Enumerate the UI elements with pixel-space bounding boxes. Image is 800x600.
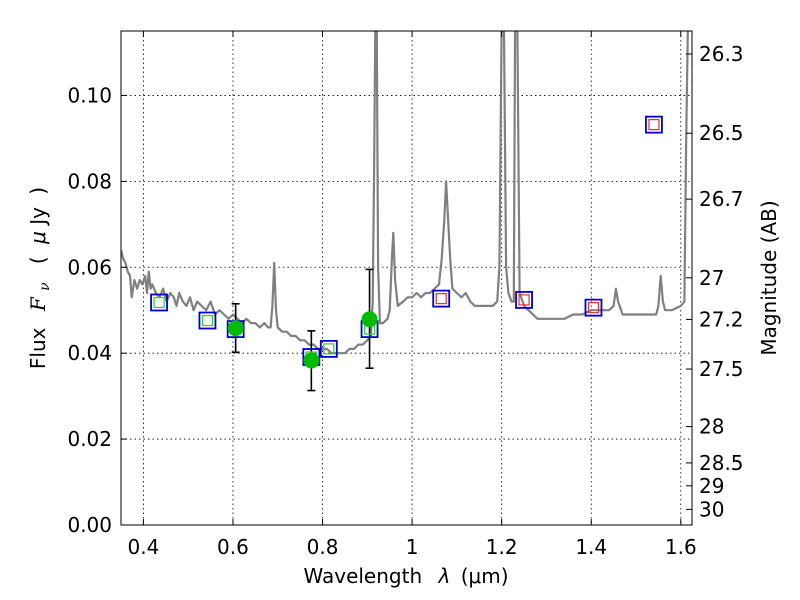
nir-filter-square xyxy=(435,293,447,305)
x-tick-label: 1.4 xyxy=(575,535,607,559)
nir-filter-square xyxy=(648,119,660,131)
x-tick-label: 0.6 xyxy=(217,535,249,559)
magnitude-tick-label: 28.5 xyxy=(699,451,744,475)
y-axis-label-unit: Jy xyxy=(26,207,50,227)
sed-model-line xyxy=(121,31,689,355)
y-axis-label-symbol: F xyxy=(26,296,50,312)
magnitude-tick-label: 26.3 xyxy=(699,42,744,66)
observed-flux-point xyxy=(361,311,378,328)
nir-filter-square xyxy=(518,294,530,306)
optical-filter-square xyxy=(201,314,214,327)
x-tick-label: 0.4 xyxy=(127,535,159,559)
magnitude-tick-label: 28 xyxy=(699,415,724,439)
y-axis-label-close: ) xyxy=(26,187,50,195)
y-tick-label: 0.10 xyxy=(67,83,112,107)
x-axis-label-text: Wavelength xyxy=(303,564,422,588)
observed-flux-point xyxy=(303,352,320,369)
y-axis-label-subscript: ν xyxy=(37,282,53,291)
nir-filter-square xyxy=(587,302,600,314)
optical-filter-square xyxy=(323,343,335,355)
x-tick-label: 1.2 xyxy=(486,535,518,559)
optical-filter-square xyxy=(153,296,165,309)
y-tick-label: 0.04 xyxy=(67,341,112,365)
model-photometry-square xyxy=(515,291,533,309)
y-axis-label: Flux F ν ( μ Jy ) xyxy=(26,187,54,369)
x-axis-label: Wavelength λ (μm) xyxy=(303,564,508,588)
model-photometry-square xyxy=(319,339,338,358)
x-tick-label: 0.8 xyxy=(307,535,339,559)
x-tick-label: 1 xyxy=(406,535,419,559)
y-tick-label: 0.08 xyxy=(67,169,112,193)
magnitude-tick-label: 27 xyxy=(699,266,724,290)
y-tick-label: 0.02 xyxy=(67,427,112,451)
plot-background xyxy=(121,31,692,525)
model-photometry-square xyxy=(150,293,168,312)
model-photometry-square xyxy=(432,289,451,308)
magnitude-tick-label: 27.5 xyxy=(699,357,744,381)
x-axis-label-lambda: λ xyxy=(438,564,451,588)
observed-flux-point xyxy=(227,320,244,337)
model-photometry-square xyxy=(645,115,663,134)
magnitude-tick-label: 29 xyxy=(699,474,724,498)
magnitude-axis-label: Magnitude (AB) xyxy=(757,200,781,355)
y-axis-label-mu: μ xyxy=(26,231,50,245)
x-axis-label-unit: (μm) xyxy=(461,564,509,588)
y-axis-label-text: Flux xyxy=(26,327,50,369)
model-photometry-square xyxy=(198,311,217,330)
y-axis-ticks: 0.00 0.02 0.04 0.06 0.08 0.10 xyxy=(67,83,127,537)
magnitude-tick-label: 26.7 xyxy=(699,187,744,211)
y-axis-label-open: ( xyxy=(26,256,50,264)
magnitude-tick-label: 27.2 xyxy=(699,307,744,331)
markers xyxy=(150,115,663,369)
model-photometry-square xyxy=(584,298,603,317)
magnitude-tick-label: 30 xyxy=(699,497,724,521)
x-tick-label: 1.6 xyxy=(665,535,697,559)
y-tick-label: 0.00 xyxy=(67,513,112,537)
y-tick-label: 0.06 xyxy=(67,255,112,279)
magnitude-tick-label: 26.5 xyxy=(699,121,744,145)
grid-lines xyxy=(121,31,692,525)
x-axis-ticks: 0.4 0.6 0.8 1 1.2 1.4 1.6 xyxy=(127,31,697,559)
